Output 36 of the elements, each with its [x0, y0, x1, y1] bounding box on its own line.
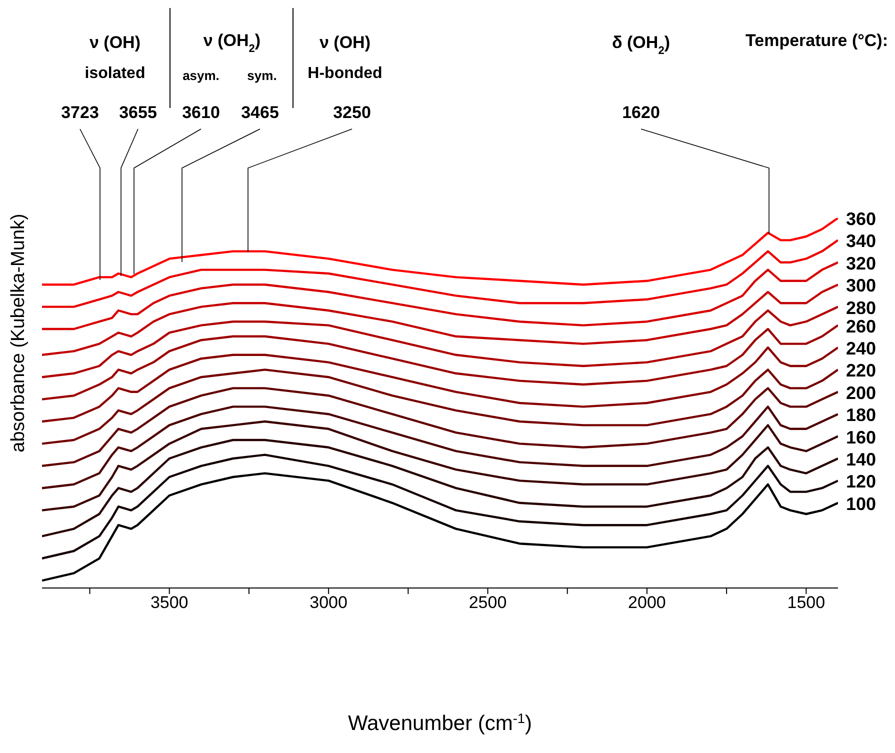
text: 3465 — [241, 103, 279, 122]
x-tick-label: 2500 — [468, 593, 507, 612]
text: ν (OH) — [90, 33, 140, 52]
text: ν (OH) — [320, 33, 370, 52]
series-label: 320 — [846, 253, 876, 274]
series-label: 220 — [846, 360, 876, 381]
series-label: 240 — [846, 338, 876, 358]
text: sym. — [247, 68, 277, 83]
series-label: 260 — [846, 316, 876, 336]
text: 3250 — [333, 103, 371, 122]
series-label: 120 — [846, 472, 876, 492]
x-axis-title: Wavenumber (cm$^{-1}$) — [348, 710, 532, 735]
series-label: 180 — [846, 405, 876, 426]
text: 3610 — [182, 103, 220, 122]
series-label: 340 — [846, 231, 876, 252]
series-label: 200 — [846, 382, 876, 403]
series-label: 280 — [846, 298, 876, 318]
x-tick-label: 3000 — [310, 593, 348, 612]
legend-title: Temperature (°C): — [746, 31, 888, 50]
x-tick-label: 1500 — [787, 593, 826, 612]
series-label: 140 — [846, 450, 876, 470]
text: isolated — [84, 65, 146, 82]
series-label: 160 — [846, 427, 876, 448]
x-tick-label: 2000 — [628, 593, 666, 612]
text: 1620 — [622, 103, 660, 122]
text: asym. — [182, 68, 220, 83]
series-label: 300 — [846, 276, 876, 296]
text: 3655 — [119, 103, 157, 122]
text: δ (OH$_{2}$) — [612, 33, 670, 57]
series-label: 360 — [846, 209, 876, 229]
series-label: 100 — [846, 494, 876, 514]
y-axis-title: absorbance (Kubelka-Munk) — [8, 214, 29, 452]
text: 3723 — [61, 103, 99, 122]
text: H-bonded — [308, 65, 382, 82]
x-tick-label: 3500 — [150, 593, 188, 612]
text: ν (OH$_{2}$) — [203, 31, 261, 55]
